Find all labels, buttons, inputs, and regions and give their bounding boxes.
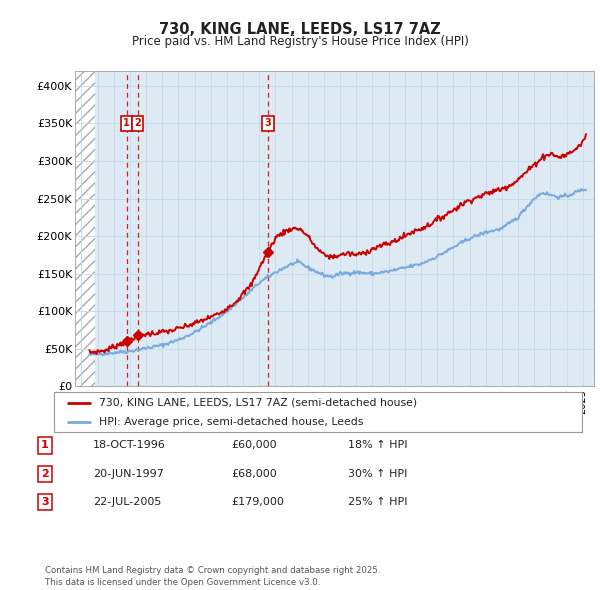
Text: 18-OCT-1996: 18-OCT-1996 [93, 441, 166, 450]
Text: £179,000: £179,000 [231, 497, 284, 507]
Text: 730, KING LANE, LEEDS, LS17 7AZ: 730, KING LANE, LEEDS, LS17 7AZ [159, 22, 441, 37]
Text: HPI: Average price, semi-detached house, Leeds: HPI: Average price, semi-detached house,… [99, 417, 363, 427]
Text: £68,000: £68,000 [231, 469, 277, 478]
Text: 3: 3 [41, 497, 49, 507]
Text: 20-JUN-1997: 20-JUN-1997 [93, 469, 164, 478]
Text: 1: 1 [123, 119, 130, 129]
Text: 25% ↑ HPI: 25% ↑ HPI [348, 497, 407, 507]
Bar [75, 71, 95, 386]
Text: Contains HM Land Registry data © Crown copyright and database right 2025.
This d: Contains HM Land Registry data © Crown c… [45, 566, 380, 587]
Text: 2: 2 [134, 119, 141, 129]
Text: 1: 1 [41, 441, 49, 450]
Text: 3: 3 [265, 119, 272, 129]
Text: 730, KING LANE, LEEDS, LS17 7AZ (semi-detached house): 730, KING LANE, LEEDS, LS17 7AZ (semi-de… [99, 398, 417, 408]
Text: Price paid vs. HM Land Registry's House Price Index (HPI): Price paid vs. HM Land Registry's House … [131, 35, 469, 48]
Text: 22-JUL-2005: 22-JUL-2005 [93, 497, 161, 507]
Text: 18% ↑ HPI: 18% ↑ HPI [348, 441, 407, 450]
Text: £60,000: £60,000 [231, 441, 277, 450]
Text: 2: 2 [41, 469, 49, 478]
Text: 30% ↑ HPI: 30% ↑ HPI [348, 469, 407, 478]
